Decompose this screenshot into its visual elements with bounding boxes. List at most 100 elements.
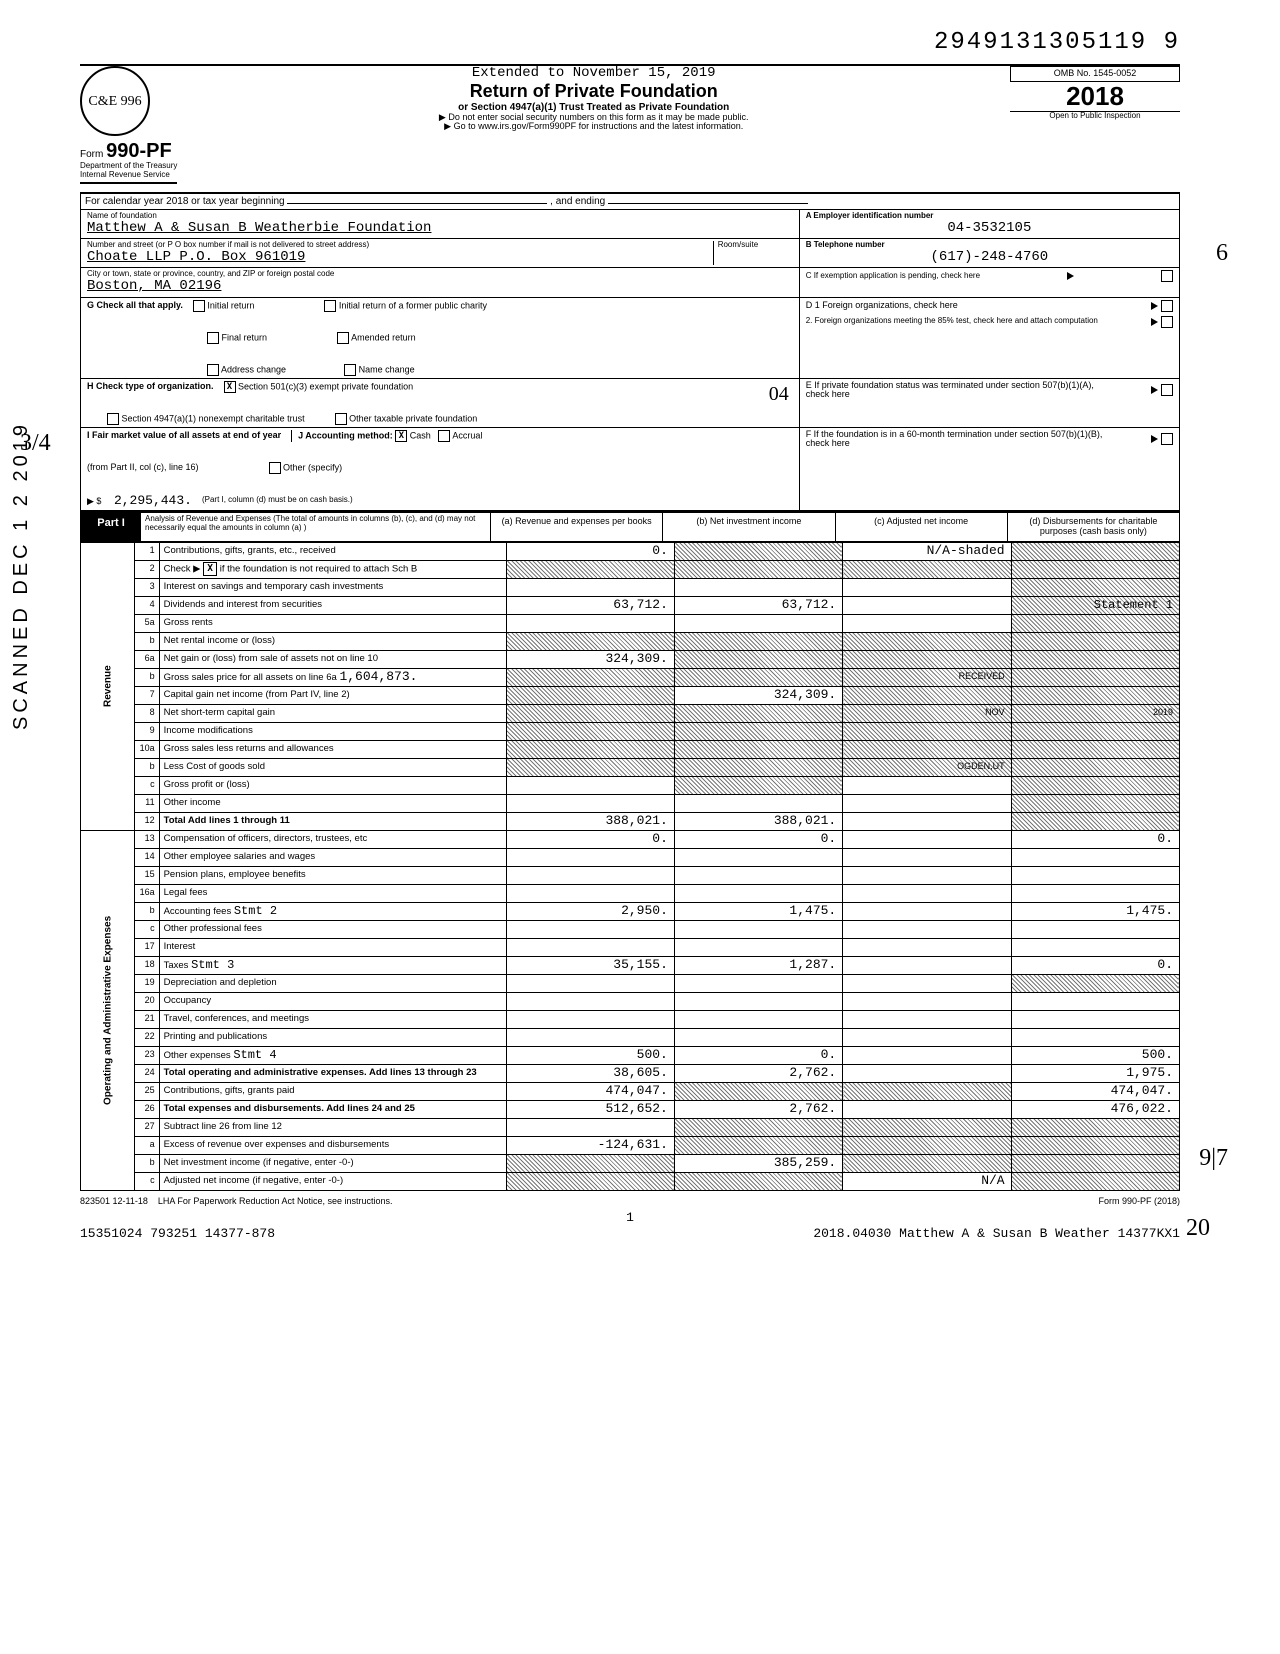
- treasury-line2: Internal Revenue Service: [80, 171, 177, 180]
- margin-fraction: 3/4: [20, 430, 51, 456]
- amount-cell: [674, 848, 842, 866]
- chk-address[interactable]: [207, 364, 219, 376]
- chk-initial[interactable]: [193, 300, 205, 312]
- e-label: E If private foundation status was termi…: [806, 381, 1116, 401]
- amount-cell: 2019: [1011, 704, 1179, 722]
- line-number: 20: [135, 992, 160, 1010]
- table-row: 6aNet gain or (loss) from sale of assets…: [81, 650, 1180, 668]
- amount-cell: [506, 758, 674, 776]
- line-number: 13: [135, 830, 160, 848]
- table-row: 14Other employee salaries and wages: [81, 848, 1180, 866]
- table-row: 18Taxes Stmt 335,155.1,287.0.: [81, 956, 1180, 974]
- line-number: 2: [135, 560, 160, 578]
- col-c-head: (c) Adjusted net income: [836, 513, 1008, 541]
- line-desc: Income modifications: [159, 722, 506, 740]
- table-row: Revenue1Contributions, gifts, grants, et…: [81, 542, 1180, 560]
- line-desc: Net investment income (if negative, ente…: [159, 1154, 506, 1172]
- amount-cell: 0.: [1011, 956, 1179, 974]
- chk-accrual[interactable]: [438, 430, 450, 442]
- chk-other-method[interactable]: [269, 462, 281, 474]
- amount-cell: 0.: [506, 830, 674, 848]
- e-checkbox[interactable]: [1161, 384, 1173, 396]
- amount-cell: [674, 974, 842, 992]
- table-row: 26Total expenses and disbursements. Add …: [81, 1100, 1180, 1118]
- amount-cell: [843, 902, 1011, 920]
- amount-cell: [1011, 758, 1179, 776]
- amount-cell: [1011, 938, 1179, 956]
- amount-cell: [674, 920, 842, 938]
- d2-checkbox[interactable]: [1161, 316, 1173, 328]
- i-note: (Part I, column (d) must be on cash basi…: [202, 496, 353, 505]
- col-b-head: (b) Net investment income: [663, 513, 835, 541]
- omb-number: OMB No. 1545-0052: [1010, 66, 1180, 82]
- amount-cell: [843, 938, 1011, 956]
- table-row: 21Travel, conferences, and meetings: [81, 1010, 1180, 1028]
- chk-4947[interactable]: [107, 413, 119, 425]
- amount-cell: 1,475.: [1011, 902, 1179, 920]
- chk-cash[interactable]: X: [395, 430, 407, 442]
- j-cash: Cash: [410, 430, 431, 440]
- page-number: 1: [80, 1211, 1180, 1225]
- c-label: C If exemption application is pending, c…: [806, 272, 980, 281]
- f-checkbox[interactable]: [1161, 433, 1173, 445]
- amount-cell: [506, 1118, 674, 1136]
- chk-other-tax[interactable]: [335, 413, 347, 425]
- amount-cell: [674, 758, 842, 776]
- chk-final[interactable]: [207, 332, 219, 344]
- amount-cell: [506, 794, 674, 812]
- amount-cell: [506, 632, 674, 650]
- return-title: Return of Private Foundation: [187, 82, 1000, 102]
- amount-cell: [506, 614, 674, 632]
- line-number: 22: [135, 1028, 160, 1046]
- amount-cell: [674, 650, 842, 668]
- line-desc: Travel, conferences, and meetings: [159, 1010, 506, 1028]
- chk-amended[interactable]: [337, 332, 349, 344]
- amount-cell: [843, 776, 1011, 794]
- amount-cell: 2,762.: [674, 1100, 842, 1118]
- chk-namechange[interactable]: [344, 364, 356, 376]
- amount-cell: [674, 632, 842, 650]
- phone-value: (617)-248-4760: [806, 250, 1173, 265]
- c-checkbox[interactable]: [1161, 270, 1173, 282]
- table-row: cGross profit or (loss): [81, 776, 1180, 794]
- chk-501c3[interactable]: X: [224, 381, 236, 393]
- subtitle3: ▶ Go to www.irs.gov/Form990PF for instru…: [187, 122, 1000, 132]
- amount-cell: [843, 1064, 1011, 1082]
- amount-cell: OGDEN,UT: [843, 758, 1011, 776]
- amount-cell: [1011, 866, 1179, 884]
- arrow-icon: [1151, 302, 1158, 310]
- bottom-right-code: 2018.04030 Matthew A & Susan B Weather 1…: [813, 1227, 1180, 1241]
- chk-initial-former[interactable]: [324, 300, 336, 312]
- amount-cell: [674, 578, 842, 596]
- table-row: 20Occupancy: [81, 992, 1180, 1010]
- amount-cell: 476,022.: [1011, 1100, 1179, 1118]
- d1-checkbox[interactable]: [1161, 300, 1173, 312]
- f-label: F If the foundation is in a 60-month ter…: [806, 430, 1116, 450]
- amount-cell: [843, 812, 1011, 830]
- amount-cell: [843, 1100, 1011, 1118]
- table-row: 25Contributions, gifts, grants paid474,0…: [81, 1082, 1180, 1100]
- margin-six: 6: [1216, 240, 1228, 266]
- amount-cell: [1011, 974, 1179, 992]
- amount-cell: [674, 794, 842, 812]
- amount-cell: [843, 1082, 1011, 1100]
- line-desc: Excess of revenue over expenses and disb…: [159, 1136, 506, 1154]
- line-desc: Taxes Stmt 3: [159, 956, 506, 974]
- table-row: 23Other expenses Stmt 4500.0.500.: [81, 1046, 1180, 1064]
- amount-cell: [506, 686, 674, 704]
- line-number: 17: [135, 938, 160, 956]
- line-number: 12: [135, 812, 160, 830]
- logo-circle: C&E 996: [80, 66, 150, 136]
- amount-cell: [674, 614, 842, 632]
- amount-cell: [1011, 920, 1179, 938]
- amount-cell: [843, 992, 1011, 1010]
- g-opt-1: Final return: [222, 332, 268, 342]
- amount-cell: [843, 830, 1011, 848]
- amount-cell: [1011, 668, 1179, 686]
- amount-cell: [674, 722, 842, 740]
- table-row: 7Capital gain net income (from Part IV, …: [81, 686, 1180, 704]
- amount-cell: 35,155.: [506, 956, 674, 974]
- amount-cell: [843, 848, 1011, 866]
- table-row: 12Total Add lines 1 through 11388,021.38…: [81, 812, 1180, 830]
- line-desc: Dividends and interest from securities: [159, 596, 506, 614]
